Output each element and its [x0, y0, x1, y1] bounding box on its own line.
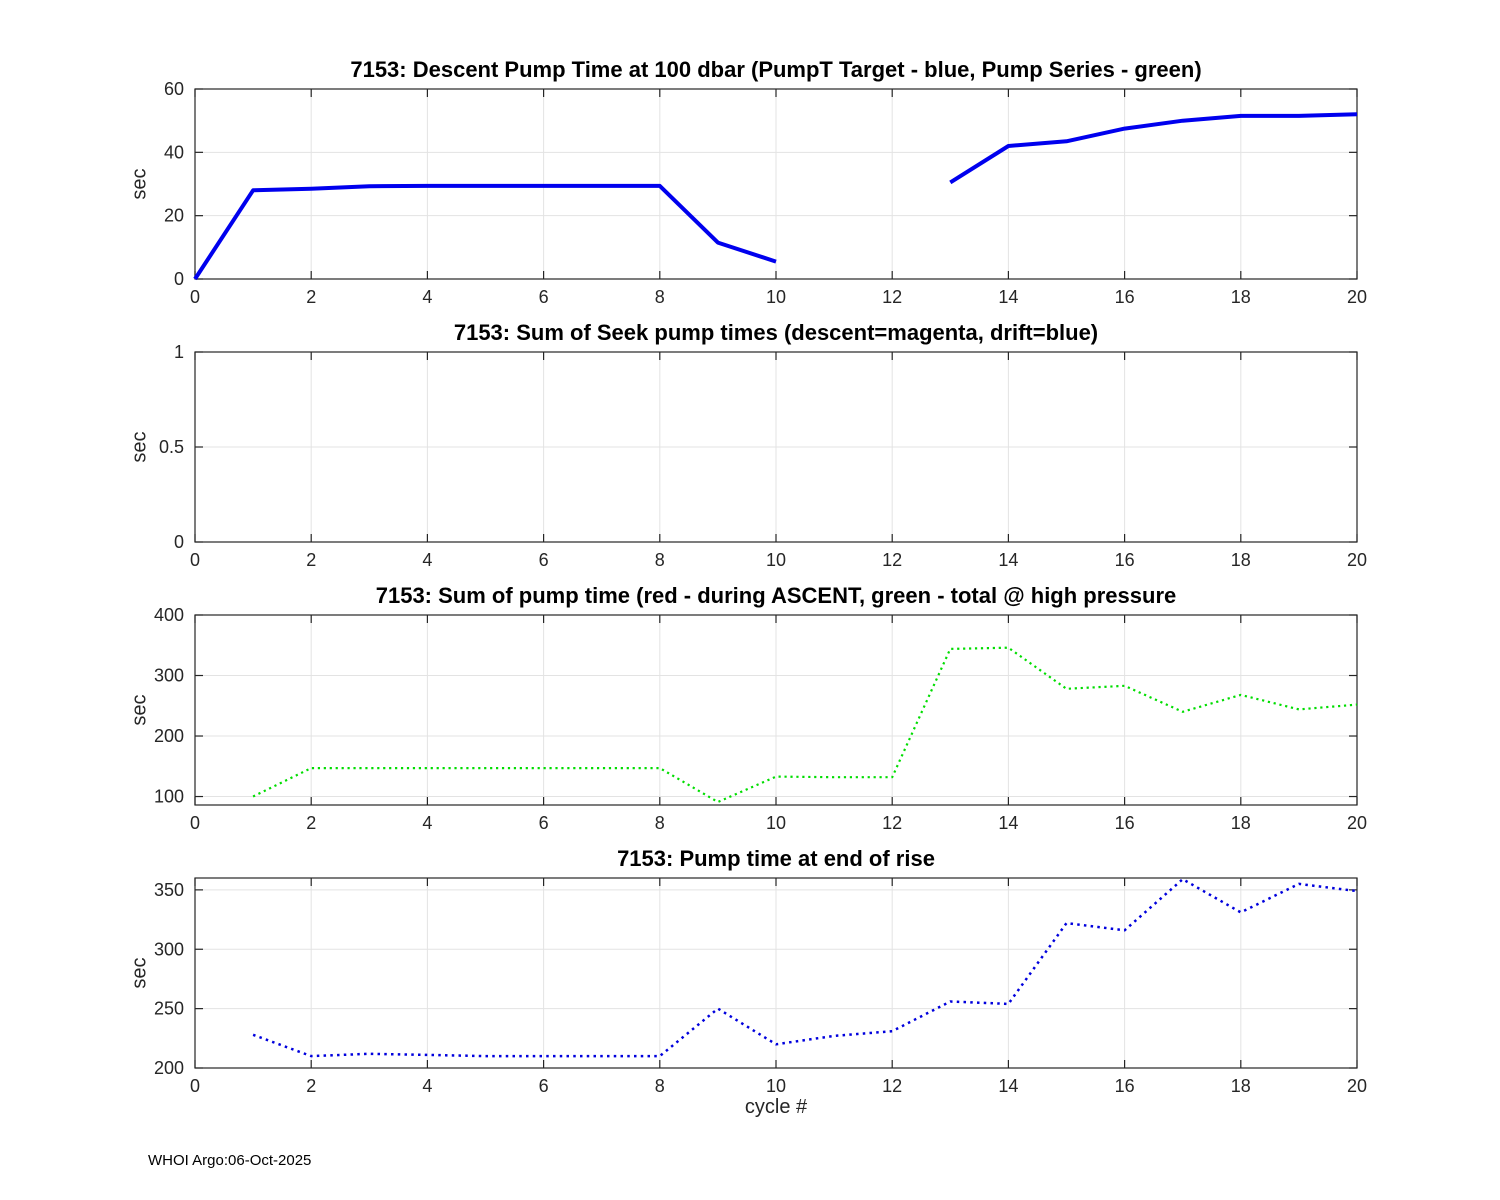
x-tick-label: 4 [422, 550, 432, 570]
y-tick-label: 20 [164, 206, 184, 226]
y-tick-label: 300 [154, 666, 184, 686]
x-tick-label: 20 [1347, 1076, 1367, 1096]
subplot-1-title: 7153: Descent Pump Time at 100 dbar (Pum… [350, 57, 1202, 82]
x-tick-label: 16 [1115, 1076, 1135, 1096]
x-tick-label: 10 [766, 813, 786, 833]
x-tick-label: 6 [539, 1076, 549, 1096]
x-tick-label: 8 [655, 287, 665, 307]
y-tick-label: 400 [154, 605, 184, 625]
subplot-2-axes: 0 2 4 6 8 10 12 14 16 18 20 0 0.5 1 [159, 342, 1367, 570]
x-tick-label: 10 [766, 550, 786, 570]
x-tick-label: 2 [306, 1076, 316, 1096]
x-tick-label: 8 [655, 813, 665, 833]
figure-footer-timestamp: WHOI Argo:06-Oct-2025 [148, 1152, 312, 1169]
x-tick-label: 4 [422, 813, 432, 833]
x-tick-label: 20 [1347, 287, 1367, 307]
x-tick-label: 18 [1231, 813, 1251, 833]
x-tick-label: 8 [655, 1076, 665, 1096]
x-tick-label: 18 [1231, 1076, 1251, 1096]
x-tick-label: 0 [190, 1076, 200, 1096]
x-tick-label: 16 [1115, 813, 1135, 833]
subplot-4-title: 7153: Pump time at end of rise [617, 846, 935, 871]
x-tick-label: 14 [998, 1076, 1018, 1096]
x-tick-label: 14 [998, 287, 1018, 307]
subplot-3-title: 7153: Sum of pump time (red - during ASC… [375, 583, 1177, 608]
x-tick-label: 12 [882, 550, 902, 570]
y-tick-label: 300 [154, 939, 184, 959]
x-tick-label: 12 [882, 813, 902, 833]
x-tick-label: 14 [998, 550, 1018, 570]
x-tick-label: 4 [422, 1076, 432, 1096]
subplot-2-title: 7153: Sum of Seek pump times (descent=ma… [453, 320, 1099, 345]
x-tick-label: 2 [306, 813, 316, 833]
x-tick-label: 20 [1347, 813, 1367, 833]
x-tick-label: 14 [998, 813, 1018, 833]
x-tick-label: 6 [539, 287, 549, 307]
subplot-3-axes: 0 2 4 6 8 10 12 14 16 18 20 100 200 300 400 [154, 605, 1367, 833]
x-tick-label: 12 [882, 287, 902, 307]
subplot-2-ylabel: sec [128, 431, 151, 463]
subplot-4-series-1-segment-1 [252, 877, 1358, 1058]
x-tick-label: 8 [655, 550, 665, 570]
y-tick-label: 200 [154, 1058, 184, 1078]
subplot-1-series-1-segment-2 [949, 112, 1358, 185]
y-tick-label: 0.5 [159, 437, 184, 457]
x-tick-label: 16 [1115, 550, 1135, 570]
x-tick-label: 2 [306, 550, 316, 570]
subplot-4-axes: 0 2 4 6 8 10 12 14 16 18 20 200 250 300 350 [154, 877, 1367, 1096]
x-tick-label: 12 [882, 1076, 902, 1096]
y-tick-label: 250 [154, 999, 184, 1019]
subplot-1-ylabel: sec [128, 168, 151, 200]
subplot-4-ylabel: sec [128, 957, 151, 989]
subplot-1-series-1-segment-1 [193, 183, 777, 281]
subplot-3-ylabel: sec [128, 694, 151, 726]
x-axis-label: cycle # [744, 1096, 808, 1118]
x-tick-label: 10 [766, 1076, 786, 1096]
y-tick-label: 200 [154, 726, 184, 746]
x-tick-label: 0 [190, 550, 200, 570]
y-tick-label: 1 [174, 342, 184, 362]
x-tick-label: 18 [1231, 287, 1251, 307]
x-tick-label: 18 [1231, 550, 1251, 570]
x-tick-label: 10 [766, 287, 786, 307]
x-tick-label: 2 [306, 287, 316, 307]
x-tick-label: 4 [422, 287, 432, 307]
subplot-1-axes: 0 2 4 6 8 10 12 14 16 18 20 0 20 40 60 [164, 79, 1367, 307]
x-tick-label: 0 [190, 287, 200, 307]
y-tick-label: 60 [164, 79, 184, 99]
y-tick-label: 0 [174, 269, 184, 289]
y-tick-label: 40 [164, 142, 184, 162]
x-tick-label: 6 [539, 813, 549, 833]
x-tick-label: 20 [1347, 550, 1367, 570]
x-tick-label: 0 [190, 813, 200, 833]
x-tick-label: 6 [539, 550, 549, 570]
x-tick-label: 16 [1115, 287, 1135, 307]
y-tick-label: 0 [174, 532, 184, 552]
y-tick-label: 350 [154, 880, 184, 900]
subplot-3-series-1-segment-1 [252, 646, 1358, 804]
y-tick-label: 100 [154, 787, 184, 807]
